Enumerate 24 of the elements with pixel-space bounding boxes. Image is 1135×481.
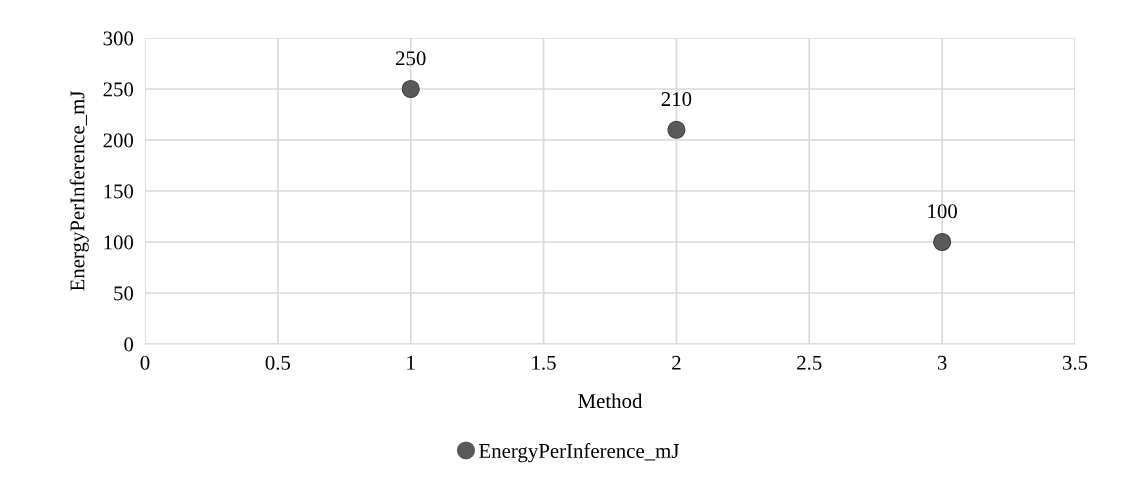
y-axis-title: EnergyPerInference_mJ: [69, 90, 89, 291]
point: [667, 120, 686, 139]
data-label: 250: [396, 51, 426, 66]
y-tick-label: 200: [103, 133, 134, 148]
data-label: 100: [928, 204, 957, 219]
point: [933, 232, 952, 252]
x-tick-label: 3: [937, 355, 947, 370]
legend-label: EnergyPerInference_mJ: [479, 443, 679, 463]
data-label: 210: [661, 92, 692, 107]
x-tick-label: 1: [407, 355, 415, 370]
y-tick-label: 250: [103, 82, 134, 97]
x-tick-label: 2.5: [797, 355, 822, 370]
point: [401, 79, 420, 99]
x-axis-title: Method: [578, 393, 643, 409]
y-tick-label: 50: [114, 286, 134, 301]
x-tick-label: 0.5: [265, 355, 291, 370]
x-tick-label: 2: [672, 355, 681, 370]
y-tick-label: 300: [103, 31, 134, 46]
x-tick-label: 0: [140, 355, 150, 370]
x-tick-label: 1.5: [532, 355, 556, 370]
y-tick-label: 0: [124, 337, 134, 352]
y-tick-label: 100: [104, 235, 134, 250]
x-tick-label: 3.5: [1062, 355, 1088, 370]
y-tick-label: 150: [104, 184, 134, 199]
